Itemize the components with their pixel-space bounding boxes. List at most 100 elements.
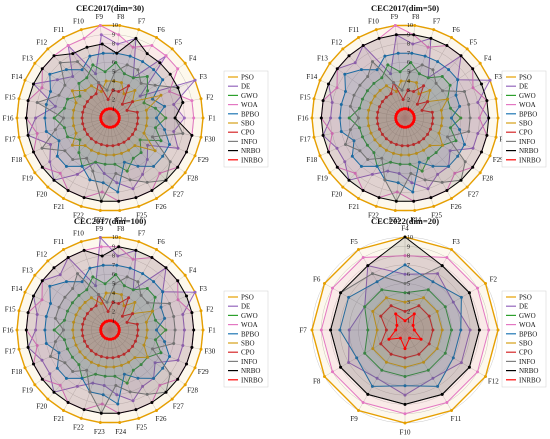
- point-pso-f18: [23, 154, 27, 158]
- point-cpo-f8: [111, 300, 115, 304]
- point-info-f17: [53, 340, 57, 344]
- point-cpo-f15: [81, 110, 85, 114]
- point-info-f8: [408, 70, 412, 74]
- point-nrbo-f2: [485, 99, 489, 103]
- point-de-f21: [370, 172, 374, 176]
- point-nrbo-f22: [377, 196, 381, 200]
- point-cpo-f30: [135, 334, 139, 338]
- point-nrbo-f25: [134, 408, 138, 412]
- point-gwo-f16: [52, 328, 56, 332]
- point-info-f4: [441, 89, 445, 93]
- point-pso-f23: [98, 209, 102, 212]
- point-gwo-f6: [426, 76, 430, 80]
- point-cpo-f25: [117, 143, 121, 146]
- point-gwo-f15: [358, 106, 361, 110]
- legend-label-gwo: GWO: [241, 312, 258, 320]
- point-cpo-f5: [120, 314, 124, 318]
- point-nrbo-f29: [185, 150, 188, 154]
- point-de-f28: [146, 143, 150, 147]
- point-info-f25: [423, 178, 427, 182]
- legend-label-cpo: CPO: [241, 129, 255, 137]
- point-nrbo-f17: [26, 133, 30, 137]
- point-nrbo-f7: [329, 328, 333, 332]
- point-pso-f4: [478, 61, 482, 65]
- point-bpbo-f30: [458, 128, 462, 132]
- radial-tick-4: 4: [407, 79, 410, 85]
- point-cpo-f3: [125, 320, 129, 324]
- radial-tick-10: 10: [407, 23, 413, 29]
- point-gwo-f29: [159, 139, 163, 143]
- point-pso-f8: [323, 375, 326, 378]
- point-info-f9: [105, 300, 109, 304]
- point-gwo-f27: [139, 151, 143, 155]
- point-de-f9: [375, 376, 379, 380]
- point-woa-f6: [150, 44, 154, 47]
- point-de-f18: [40, 358, 44, 362]
- point-cpo-f4: [131, 100, 135, 104]
- point-bpbo-f12: [64, 280, 68, 284]
- axis-label-f23: F23: [389, 216, 400, 224]
- point-cpo-f22: [99, 143, 103, 146]
- point-de-f25: [131, 187, 135, 191]
- point-nrbo-f22: [82, 196, 86, 200]
- point-pso-f8: [413, 24, 417, 27]
- radial-tick-2: 2: [112, 309, 115, 315]
- point-de-f15: [330, 101, 334, 104]
- point-cpo-f1: [431, 328, 435, 332]
- point-pso-f6: [323, 282, 326, 285]
- point-sbo-f28: [146, 355, 150, 359]
- point-info-f24: [409, 172, 413, 175]
- point-de-f8: [347, 361, 351, 364]
- axis-label-f3: F3: [452, 238, 460, 246]
- point-nrbo-f20: [52, 390, 56, 394]
- axis-label-f24: F24: [115, 216, 126, 224]
- point-sbo-f11: [89, 296, 93, 300]
- point-de-f9: [98, 236, 102, 239]
- point-pso-f20: [46, 185, 50, 189]
- point-gwo-f13: [365, 89, 369, 93]
- point-pso-f6: [155, 248, 158, 251]
- point-cpo-f27: [422, 137, 426, 141]
- legend-label-pso: PSO: [519, 74, 532, 82]
- point-pso-f22: [374, 204, 378, 208]
- point-woa-f7: [131, 45, 135, 49]
- point-inrbo-f6: [395, 323, 399, 327]
- point-nrbo-f16: [24, 116, 28, 120]
- point-nrbo-f12: [467, 365, 471, 369]
- axis-label-f17: F17: [5, 136, 16, 144]
- point-bpbo-f8: [355, 356, 359, 360]
- point-cpo-f2: [427, 314, 431, 318]
- legend-label-nrbo: NRBO: [519, 367, 538, 375]
- point-gwo-f25: [125, 381, 129, 385]
- point-bpbo-f17: [339, 130, 343, 133]
- chart-title: CEC2017(dim=100): [74, 216, 147, 226]
- point-cpo-f27: [127, 137, 131, 141]
- axis-label-f12: F12: [331, 39, 342, 47]
- point-woa-f9: [361, 401, 365, 404]
- legend-label-sbo: SBO: [519, 340, 533, 348]
- point-nrbo-f5: [158, 61, 162, 65]
- point-nrbo-f27: [164, 390, 168, 394]
- point-sbo-f11: [89, 84, 93, 88]
- point-bpbo-f28: [161, 154, 165, 158]
- point-gwo-f23: [398, 162, 402, 166]
- point-sbo-f3: [159, 93, 163, 97]
- point-nrbo-f11: [71, 52, 75, 56]
- axis-label-f12: F12: [488, 378, 499, 386]
- point-woa-f10: [403, 412, 407, 416]
- point-gwo-f2: [449, 106, 452, 110]
- point-nrbo-f29: [185, 362, 188, 366]
- point-gwo-f7: [366, 328, 370, 332]
- point-bpbo-f26: [136, 376, 140, 380]
- axis-label-f7: F7: [138, 17, 146, 25]
- point-bpbo-f8: [115, 263, 119, 267]
- point-cpo-f14: [83, 105, 86, 109]
- point-nrbo-f1: [192, 328, 196, 332]
- point-gwo-f14: [66, 97, 69, 101]
- point-de-f12: [71, 75, 75, 78]
- radial-tick-10: 10: [112, 23, 118, 29]
- point-gwo-f4: [146, 89, 150, 93]
- point-inrbo-f11: [408, 336, 412, 340]
- point-de-f10: [403, 393, 407, 397]
